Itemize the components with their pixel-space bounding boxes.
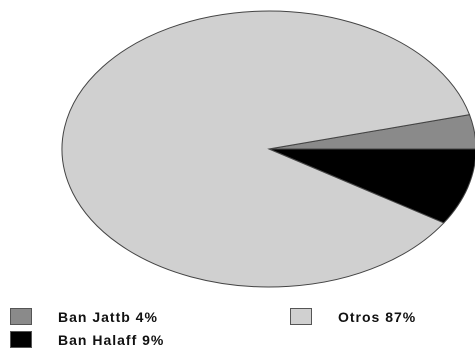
legend-swatch-ban-jattb (10, 308, 32, 325)
legend-item-otros: Otros 87% (290, 308, 416, 325)
legend-label-ban-halaff: Ban Halaff 9% (58, 331, 165, 348)
pie-slice-2 (61, 10, 471, 288)
pie-slice-1 (268, 148, 475, 224)
legend-item-ban-jattb: Ban Jattb 4% (10, 308, 158, 325)
legend-label-otros: Otros 87% (338, 308, 417, 325)
legend-swatch-ban-halaff (10, 331, 32, 348)
legend-item-ban-halaff: Ban Halaff 9% (10, 331, 164, 348)
legend-swatch-otros (290, 308, 312, 325)
legend-label-ban-jattb: Ban Jattb 4% (58, 308, 158, 325)
pie-plot-area (61, 10, 475, 288)
